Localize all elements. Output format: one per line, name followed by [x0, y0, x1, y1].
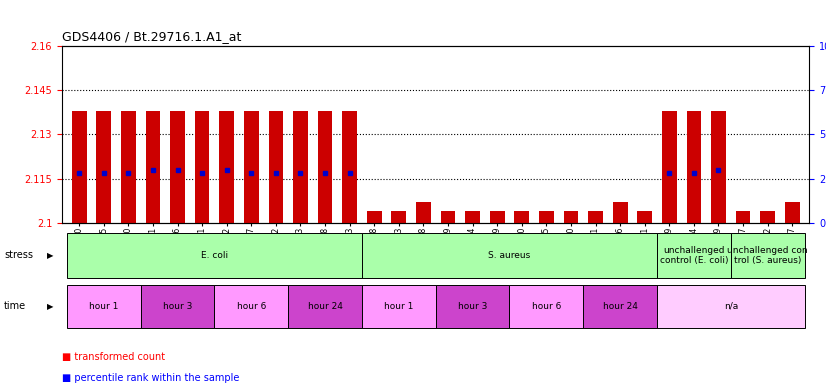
Bar	[392, 211, 406, 223]
Text: hour 6: hour 6	[532, 302, 561, 311]
Text: stress: stress	[4, 250, 33, 260]
Bar	[588, 211, 603, 223]
Text: unchallenged
control (E. coli): unchallenged control (E. coli)	[660, 246, 729, 265]
Bar	[140, 285, 215, 328]
Bar	[121, 111, 135, 223]
Bar	[220, 111, 234, 223]
Bar	[613, 202, 628, 223]
Bar	[268, 111, 283, 223]
Bar	[244, 111, 259, 223]
Bar	[367, 211, 382, 223]
Bar	[195, 111, 210, 223]
Text: n/a: n/a	[724, 302, 738, 311]
Text: ▶: ▶	[47, 302, 54, 311]
Bar	[490, 211, 505, 223]
Bar	[342, 111, 357, 223]
Bar	[662, 111, 676, 223]
Bar	[318, 111, 332, 223]
Text: hour 3: hour 3	[458, 302, 487, 311]
Bar	[563, 211, 578, 223]
Text: ■ percentile rank within the sample: ■ percentile rank within the sample	[62, 373, 240, 383]
Text: E. coli: E. coli	[201, 251, 228, 260]
Bar	[67, 285, 140, 328]
Bar	[711, 111, 726, 223]
Text: hour 24: hour 24	[603, 302, 638, 311]
Bar	[657, 233, 731, 278]
Text: GDS4406 / Bt.29716.1.A1_at: GDS4406 / Bt.29716.1.A1_at	[62, 30, 241, 43]
Bar	[465, 211, 480, 223]
Bar	[215, 285, 288, 328]
Bar	[288, 285, 362, 328]
Bar	[145, 111, 160, 223]
Bar	[686, 111, 701, 223]
Text: S. aureus: S. aureus	[488, 251, 530, 260]
Text: time: time	[4, 301, 26, 311]
Bar	[731, 233, 805, 278]
Bar	[72, 111, 87, 223]
Bar	[362, 233, 657, 278]
Text: hour 6: hour 6	[236, 302, 266, 311]
Bar	[760, 211, 775, 223]
Text: hour 1: hour 1	[384, 302, 414, 311]
Bar	[293, 111, 308, 223]
Bar	[67, 233, 362, 278]
Bar	[362, 285, 436, 328]
Bar	[97, 111, 112, 223]
Bar	[436, 285, 510, 328]
Text: hour 1: hour 1	[89, 302, 118, 311]
Text: unchallenged con
trol (S. aureus): unchallenged con trol (S. aureus)	[728, 246, 808, 265]
Bar	[515, 211, 529, 223]
Bar	[638, 211, 652, 223]
Text: hour 3: hour 3	[163, 302, 192, 311]
Bar	[440, 211, 455, 223]
Bar	[170, 111, 185, 223]
Bar	[539, 211, 553, 223]
Bar	[583, 285, 657, 328]
Bar	[785, 202, 800, 223]
Text: ■ transformed count: ■ transformed count	[62, 352, 165, 362]
Text: hour 24: hour 24	[307, 302, 343, 311]
Bar	[416, 202, 431, 223]
Bar	[510, 285, 583, 328]
Bar	[657, 285, 805, 328]
Text: ▶: ▶	[47, 251, 54, 260]
Bar	[736, 211, 751, 223]
